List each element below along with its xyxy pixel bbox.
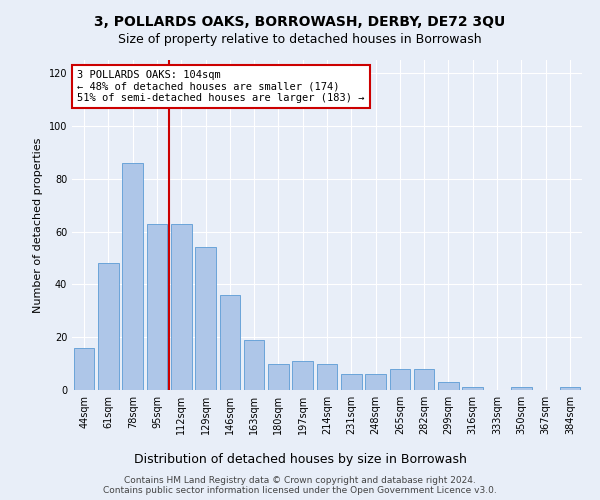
Bar	[511, 388, 532, 390]
Text: Size of property relative to detached houses in Borrowash: Size of property relative to detached ho…	[118, 32, 482, 46]
Bar	[463, 388, 483, 390]
Bar	[560, 388, 580, 390]
Text: Contains HM Land Registry data © Crown copyright and database right 2024.
Contai: Contains HM Land Registry data © Crown c…	[103, 476, 497, 495]
Bar	[98, 264, 119, 390]
Bar	[317, 364, 337, 390]
Bar	[220, 295, 240, 390]
Bar	[74, 348, 94, 390]
Bar	[341, 374, 362, 390]
Bar	[438, 382, 459, 390]
Bar	[268, 364, 289, 390]
Bar	[146, 224, 167, 390]
Bar	[292, 361, 313, 390]
Bar	[389, 369, 410, 390]
Bar	[122, 163, 143, 390]
Bar	[195, 248, 216, 390]
Bar	[171, 224, 191, 390]
Text: 3, POLLARDS OAKS, BORROWASH, DERBY, DE72 3QU: 3, POLLARDS OAKS, BORROWASH, DERBY, DE72…	[94, 15, 506, 29]
Bar	[414, 369, 434, 390]
Text: 3 POLLARDS OAKS: 104sqm
← 48% of detached houses are smaller (174)
51% of semi-d: 3 POLLARDS OAKS: 104sqm ← 48% of detache…	[77, 70, 365, 103]
Y-axis label: Number of detached properties: Number of detached properties	[33, 138, 43, 312]
Text: Distribution of detached houses by size in Borrowash: Distribution of detached houses by size …	[134, 452, 466, 466]
Bar	[244, 340, 265, 390]
Bar	[365, 374, 386, 390]
